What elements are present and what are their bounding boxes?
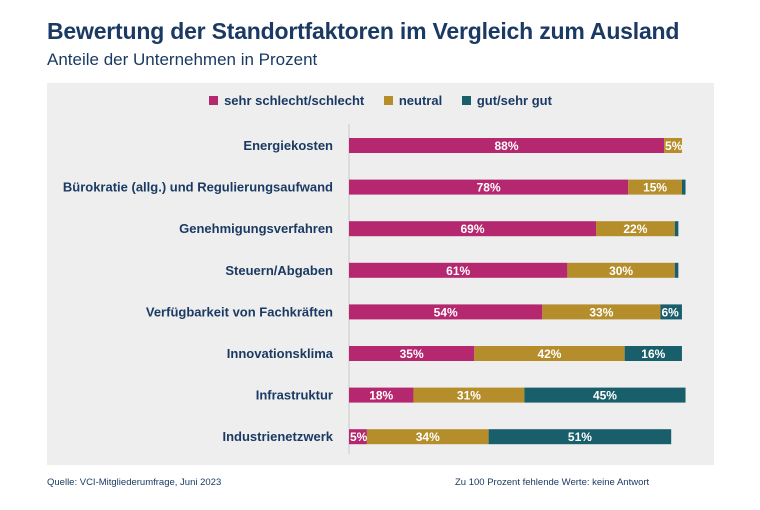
legend: sehr schlecht/schlecht neutral gut/sehr …: [47, 93, 714, 108]
data-label-innovationsklima-neutral: 42%: [537, 347, 561, 361]
category-label-industrienetzwerk: Industrienetzwerk: [222, 429, 333, 444]
data-label-bürokratie-allg-und-regulierungsaufwand-sehr-schlecht-schlecht: 78%: [477, 181, 501, 195]
category-label-innovationsklima: Innovationsklima: [227, 346, 334, 361]
bar-genehmigungsverfahren-gut-sehr-gut: [674, 221, 679, 237]
data-label-innovationsklima-gut-sehr-gut: 16%: [641, 347, 665, 361]
legend-label-neutral: neutral: [398, 93, 443, 108]
bar-verfügbarkeit-von-fachkräften-gut-sehr-gut: [660, 304, 682, 320]
legend-swatch-neutral: [383, 96, 393, 105]
bar-genehmigungsverfahren-sehr-schlecht-schlecht: [349, 221, 597, 237]
legend-item-good: gut/sehr gut: [461, 93, 552, 108]
legend-label-bad: sehr schlecht/schlecht: [224, 93, 365, 108]
bar-bürokratie-allg-und-regulierungsaufwand-neutral: [628, 179, 682, 195]
data-label-industrienetzwerk-gut-sehr-gut: 51%: [568, 430, 592, 444]
category-label-steuern-abgaben: Steuern/Abgaben: [225, 263, 333, 278]
bar-innovationsklima-gut-sehr-gut: [624, 346, 682, 361]
legend-label-good: gut/sehr gut: [476, 93, 552, 108]
legend-item-neutral: neutral: [383, 93, 443, 108]
bar-steuern-abgaben-sehr-schlecht-schlecht: [349, 262, 568, 278]
stacked-bar-chart: Energiekosten 88% 5% Bürokratie (allg.) und…: [63, 124, 686, 455]
bar-innovationsklima-sehr-schlecht-schlecht: [349, 346, 475, 361]
bar-genehmigungsverfahren-neutral: [596, 221, 675, 237]
data-label-genehmigungsverfahren-neutral: 22%: [623, 222, 647, 236]
data-label-innovationsklima-sehr-schlecht-schlecht: 35%: [400, 347, 424, 361]
bar-verfügbarkeit-von-fachkräften-neutral: [542, 304, 661, 320]
data-label-verfügbarkeit-von-fachkräften-neutral: 33%: [589, 305, 613, 319]
missing-values-note: Zu 100 Prozent fehlende Werte: keine Ant…: [455, 477, 650, 488]
bar-bürokratie-allg-und-regulierungsaufwand-gut-sehr-gut: [681, 179, 686, 195]
bar-verfügbarkeit-von-fachkräften-sehr-schlecht-schlecht: [349, 304, 543, 320]
data-label-verfügbarkeit-von-fachkräften-gut-sehr-gut: 6%: [661, 305, 679, 319]
data-label-steuern-abgaben-neutral: 30%: [609, 264, 633, 278]
chart-title: Bewertung der Standortfaktoren im Vergle…: [47, 18, 680, 44]
bar-energiekosten-sehr-schlecht-schlecht: [349, 138, 665, 153]
data-label-infrastruktur-gut-sehr-gut: 45%: [593, 389, 617, 403]
bar-bürokratie-allg-und-regulierungsaufwand-sehr-schlecht-schlecht: [349, 179, 629, 195]
data-label-infrastruktur-neutral: 31%: [457, 389, 481, 403]
bar-infrastruktur-sehr-schlecht-schlecht: [349, 387, 414, 403]
bar-energiekosten-neutral: [664, 138, 682, 153]
chart-subtitle: Anteile der Unternehmen in Prozent: [47, 50, 318, 69]
data-label-industrienetzwerk-sehr-schlecht-schlecht: 5%: [350, 430, 368, 444]
source-note: Quelle: VCI-Mitgliederumfrage, Juni 2023: [47, 477, 222, 488]
data-label-energiekosten-sehr-schlecht-schlecht: 88%: [495, 139, 519, 153]
bar-industrienetzwerk-sehr-schlecht-schlecht: [349, 429, 367, 445]
legend-swatch-bad: [209, 96, 219, 105]
bar-steuern-abgaben-neutral: [567, 262, 675, 278]
bar-infrastruktur-neutral: [413, 387, 525, 403]
data-label-verfügbarkeit-von-fachkräften-sehr-schlecht-schlecht: 54%: [434, 305, 458, 319]
legend-item-bad: sehr schlecht/schlecht: [209, 93, 364, 108]
bar-industrienetzwerk-gut-sehr-gut: [488, 429, 672, 445]
category-label-verfügbarkeit-von-fachkräften: Verfügbarkeit von Fachkräften: [146, 304, 333, 319]
bar-infrastruktur-gut-sehr-gut: [524, 387, 686, 403]
chart-panel: sehr schlecht/schlecht neutral gut/sehr …: [47, 83, 714, 465]
bar-innovationsklima-neutral: [474, 346, 625, 361]
category-label-energiekosten: Energiekosten: [243, 138, 333, 153]
legend-swatch-good: [461, 96, 471, 105]
data-label-industrienetzwerk-neutral: 34%: [416, 430, 440, 444]
bar-steuern-abgaben-gut-sehr-gut: [674, 262, 679, 278]
bar-industrienetzwerk-neutral: [366, 429, 489, 445]
data-label-bürokratie-allg-und-regulierungsaufwand-neutral: 15%: [643, 181, 667, 195]
data-label-steuern-abgaben-sehr-schlecht-schlecht: 61%: [446, 264, 470, 278]
category-label-bürokratie-allg-und-regulierungsaufwand: Bürokratie (allg.) und Regulierungsaufwa…: [63, 180, 333, 195]
data-label-energiekosten-neutral: 5%: [665, 139, 683, 153]
category-label-infrastruktur: Infrastruktur: [256, 388, 333, 403]
data-label-genehmigungsverfahren-sehr-schlecht-schlecht: 69%: [460, 222, 484, 236]
data-label-infrastruktur-sehr-schlecht-schlecht: 18%: [369, 389, 393, 403]
category-label-genehmigungsverfahren: Genehmigungsverfahren: [179, 221, 333, 236]
